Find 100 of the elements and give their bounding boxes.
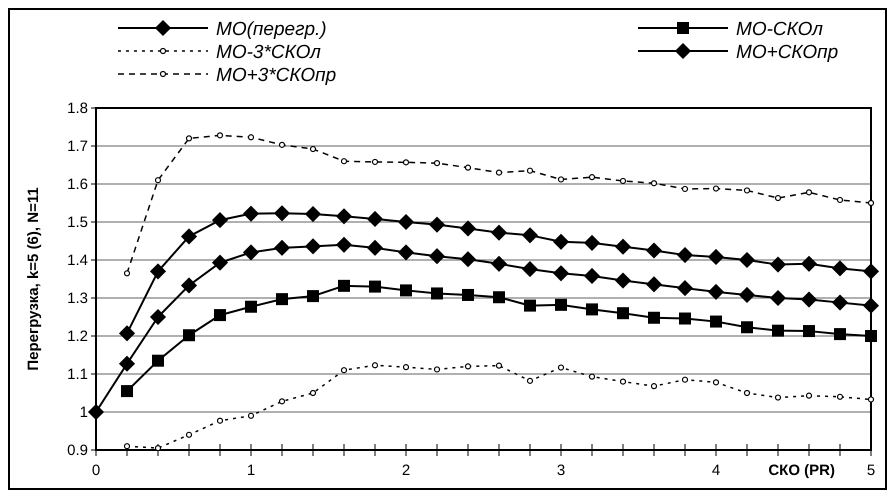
point <box>181 228 197 244</box>
point <box>214 309 226 322</box>
point <box>555 298 567 311</box>
point <box>340 158 348 164</box>
point <box>648 312 660 324</box>
point <box>154 445 162 452</box>
point <box>152 354 164 367</box>
point <box>744 187 750 194</box>
point <box>400 284 412 296</box>
point <box>402 159 410 166</box>
point <box>553 266 569 282</box>
point <box>336 237 352 253</box>
point <box>770 256 786 272</box>
point <box>460 251 476 267</box>
y-tick-label: 1 <box>80 404 88 421</box>
point <box>708 249 724 265</box>
point <box>677 280 693 296</box>
legend-label: МО+СКОпр <box>736 42 838 63</box>
point <box>338 280 350 292</box>
point <box>832 260 848 276</box>
y-tick-label: 1.2 <box>67 328 88 345</box>
point <box>305 238 321 254</box>
point <box>243 206 259 222</box>
point <box>464 363 472 370</box>
point <box>836 196 844 204</box>
legend-label: МО-СКОл <box>736 19 824 40</box>
point <box>682 376 688 383</box>
x-tick-label: 3 <box>556 462 566 479</box>
point <box>367 211 383 227</box>
point <box>646 276 662 292</box>
point <box>434 160 440 166</box>
point <box>150 309 166 325</box>
legend-label: МО(перегр.) <box>216 19 327 40</box>
point <box>216 418 224 424</box>
point <box>402 364 410 370</box>
point <box>278 398 286 404</box>
point <box>310 390 316 396</box>
point <box>708 284 724 300</box>
y-axis-title: Перегрузка, k=5 (6), N=11 <box>25 187 42 371</box>
point <box>744 390 750 396</box>
y-tick-label: 1.5 <box>67 214 88 231</box>
point <box>462 288 474 301</box>
point <box>150 264 166 280</box>
point <box>372 362 378 368</box>
point <box>491 224 507 240</box>
point <box>741 321 753 334</box>
point <box>682 186 688 192</box>
point <box>181 278 197 294</box>
legend-label: МО+3*СКОпр <box>216 65 336 86</box>
point <box>868 200 874 206</box>
point <box>369 280 381 293</box>
point <box>429 216 445 232</box>
point <box>650 180 658 186</box>
point <box>245 300 257 313</box>
point <box>491 256 507 272</box>
point <box>274 240 290 256</box>
point <box>801 292 817 308</box>
point <box>372 158 378 166</box>
point <box>522 228 538 244</box>
point <box>553 234 569 250</box>
point <box>617 307 629 320</box>
point <box>460 220 476 236</box>
point <box>243 244 259 260</box>
point <box>119 326 135 342</box>
point <box>620 378 626 385</box>
point <box>216 132 224 138</box>
point <box>276 293 288 306</box>
y-tick-label: 0.9 <box>67 442 88 459</box>
point <box>834 328 846 340</box>
point <box>524 300 536 312</box>
point <box>774 194 782 202</box>
x-tick-label: 2 <box>402 462 410 479</box>
point <box>677 247 693 263</box>
point <box>367 240 383 256</box>
point <box>772 324 784 337</box>
legend-label: МО-3*СКОл <box>216 42 322 63</box>
point <box>739 287 755 303</box>
point <box>274 206 290 222</box>
point <box>398 244 414 260</box>
point <box>806 392 812 399</box>
point <box>646 242 662 258</box>
point <box>278 142 286 148</box>
point <box>615 272 631 288</box>
point <box>340 367 348 374</box>
point <box>586 303 598 316</box>
point <box>774 394 782 401</box>
point <box>464 164 472 171</box>
point <box>868 396 874 403</box>
point <box>212 254 228 270</box>
point <box>124 270 130 276</box>
point <box>806 189 812 196</box>
point <box>212 212 228 228</box>
point <box>588 374 596 380</box>
point <box>496 170 502 176</box>
point <box>124 443 130 450</box>
point <box>496 362 502 369</box>
point <box>584 235 600 251</box>
point <box>183 329 195 342</box>
point <box>336 208 352 224</box>
point <box>584 268 600 284</box>
